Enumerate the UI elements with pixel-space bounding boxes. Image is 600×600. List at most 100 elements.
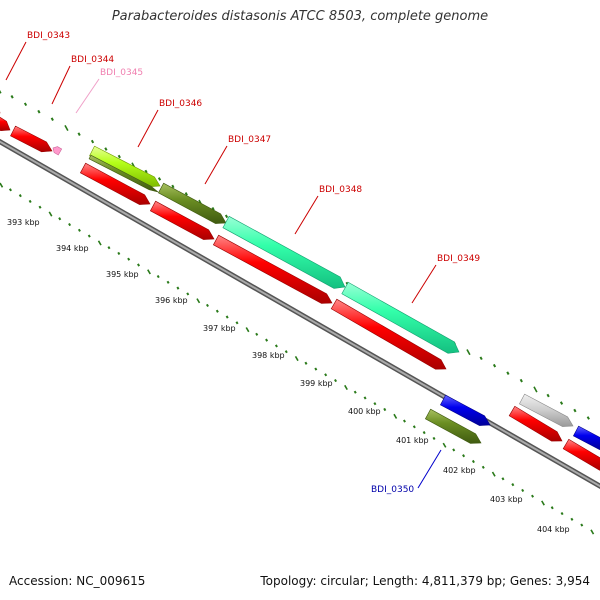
inner-tick <box>452 448 456 452</box>
cds-arrow-1 <box>10 125 53 153</box>
outer-tick <box>77 132 81 136</box>
feature-blue-right <box>572 425 600 450</box>
inner-tick <box>304 361 308 365</box>
gene-label-bdi-0344[interactable]: BDI_0344 <box>71 55 114 65</box>
cds-arrow-5 <box>330 298 447 370</box>
inner-tick <box>511 483 515 487</box>
kbp-label-394: 394 kbp <box>56 244 89 253</box>
inner-tick <box>560 511 564 516</box>
inner-tick <box>531 494 535 498</box>
cds-arrow-7 <box>562 438 600 471</box>
outer-tick <box>184 192 188 196</box>
inner-tick <box>373 402 377 406</box>
outer-tick <box>586 416 590 420</box>
feature-olive-strip <box>88 154 159 193</box>
inner-tick <box>353 390 357 394</box>
kbp-label-404: 404 kbp <box>537 525 570 534</box>
inner-tick <box>176 286 180 290</box>
genome-backbone <box>0 138 600 489</box>
feature-track <box>0 111 600 450</box>
inner-tick <box>334 379 338 383</box>
kbp-label-393: 393 kbp <box>7 218 40 227</box>
leader-line-1 <box>51 65 71 105</box>
cds-arrow-2 <box>79 162 151 205</box>
topology-text: Topology: circular; Length: 4,811,379 bp… <box>260 574 590 588</box>
backbone-highlight <box>0 140 600 488</box>
inner-tick <box>344 384 348 391</box>
accession-text: Accession: NC_009615 <box>9 574 146 588</box>
inner-tick <box>38 205 42 209</box>
leader-line-4 <box>204 145 228 185</box>
kbp-label-403: 403 kbp <box>490 495 523 504</box>
outer-tick <box>519 378 523 383</box>
inner-tick <box>284 350 288 354</box>
leader-line-6 <box>411 264 437 304</box>
page-title: Parabacteroides distasonis ATCC 8503, co… <box>111 9 489 24</box>
inner-tick <box>590 529 595 535</box>
inner-tick-ring <box>0 182 600 537</box>
inner-tick <box>481 465 485 469</box>
inner-tick <box>8 188 12 192</box>
outer-tick <box>117 154 121 159</box>
kbp-label-395: 395 kbp <box>106 270 139 279</box>
inner-tick <box>314 367 318 371</box>
inner-tick <box>442 442 447 448</box>
inner-tick <box>196 298 201 304</box>
inner-tick <box>402 419 406 423</box>
inner-tick <box>48 211 53 217</box>
kbp-label-398: 398 kbp <box>252 351 285 360</box>
outer-tick <box>533 386 538 393</box>
feature-blue-lower <box>439 394 491 426</box>
cds-arrow-6 <box>508 405 563 442</box>
kbp-label-397: 397 kbp <box>203 324 236 333</box>
inner-tick <box>156 274 160 279</box>
gene-label-bdi-0343[interactable]: BDI_0343 <box>27 31 70 41</box>
outer-tick <box>157 177 162 181</box>
inner-tick <box>0 182 4 188</box>
inner-tick <box>235 321 239 325</box>
gene-label-bdi-0349[interactable]: BDI_0349 <box>437 254 480 264</box>
cds-arrow-4 <box>212 234 333 304</box>
kbp-label-399: 399 kbp <box>300 379 333 388</box>
outer-tick <box>211 207 215 211</box>
inner-tick <box>501 477 505 481</box>
inner-tick <box>274 344 278 348</box>
inner-tick <box>186 292 190 296</box>
kbp-label-396: 396 kbp <box>155 296 188 305</box>
leader-line-7 <box>417 449 442 489</box>
inner-tick <box>225 315 229 319</box>
kbp-label-401: 401 kbp <box>396 436 429 445</box>
inner-tick <box>255 332 259 336</box>
outer-tick <box>0 89 2 94</box>
inner-tick <box>87 234 91 238</box>
inner-tick <box>383 407 387 412</box>
outer-tick <box>224 214 229 219</box>
outer-tick <box>573 408 577 413</box>
label-leader-lines <box>5 41 442 489</box>
cds-arrow-0 <box>0 116 11 132</box>
inner-tick <box>137 263 141 267</box>
gene-label-bdi-0346[interactable]: BDI_0346 <box>159 99 202 109</box>
inner-tick <box>393 413 398 419</box>
outer-tick <box>23 102 28 107</box>
gene-label-bdi-0350[interactable]: BDI_0350 <box>371 485 414 495</box>
outer-tick <box>90 139 95 144</box>
inner-tick <box>18 194 22 198</box>
outer-tick <box>50 117 54 121</box>
inner-tick <box>245 327 250 333</box>
gene-label-bdi-0347[interactable]: BDI_0347 <box>228 135 271 145</box>
cds-arrow-3 <box>149 200 215 240</box>
inner-tick <box>68 222 72 227</box>
feature-teal-1 <box>222 215 346 289</box>
inner-tick <box>570 517 574 521</box>
inner-tick <box>412 425 416 429</box>
inner-tick <box>471 459 475 464</box>
inner-tick <box>166 280 170 284</box>
outer-tick <box>546 393 550 398</box>
outer-tick <box>10 94 14 99</box>
gene-label-bdi-0345[interactable]: BDI_0345 <box>100 68 143 78</box>
inner-tick <box>521 488 525 492</box>
gene-label-bdi-0348[interactable]: BDI_0348 <box>319 185 362 195</box>
inner-tick <box>550 506 554 510</box>
inner-tick <box>127 257 131 261</box>
